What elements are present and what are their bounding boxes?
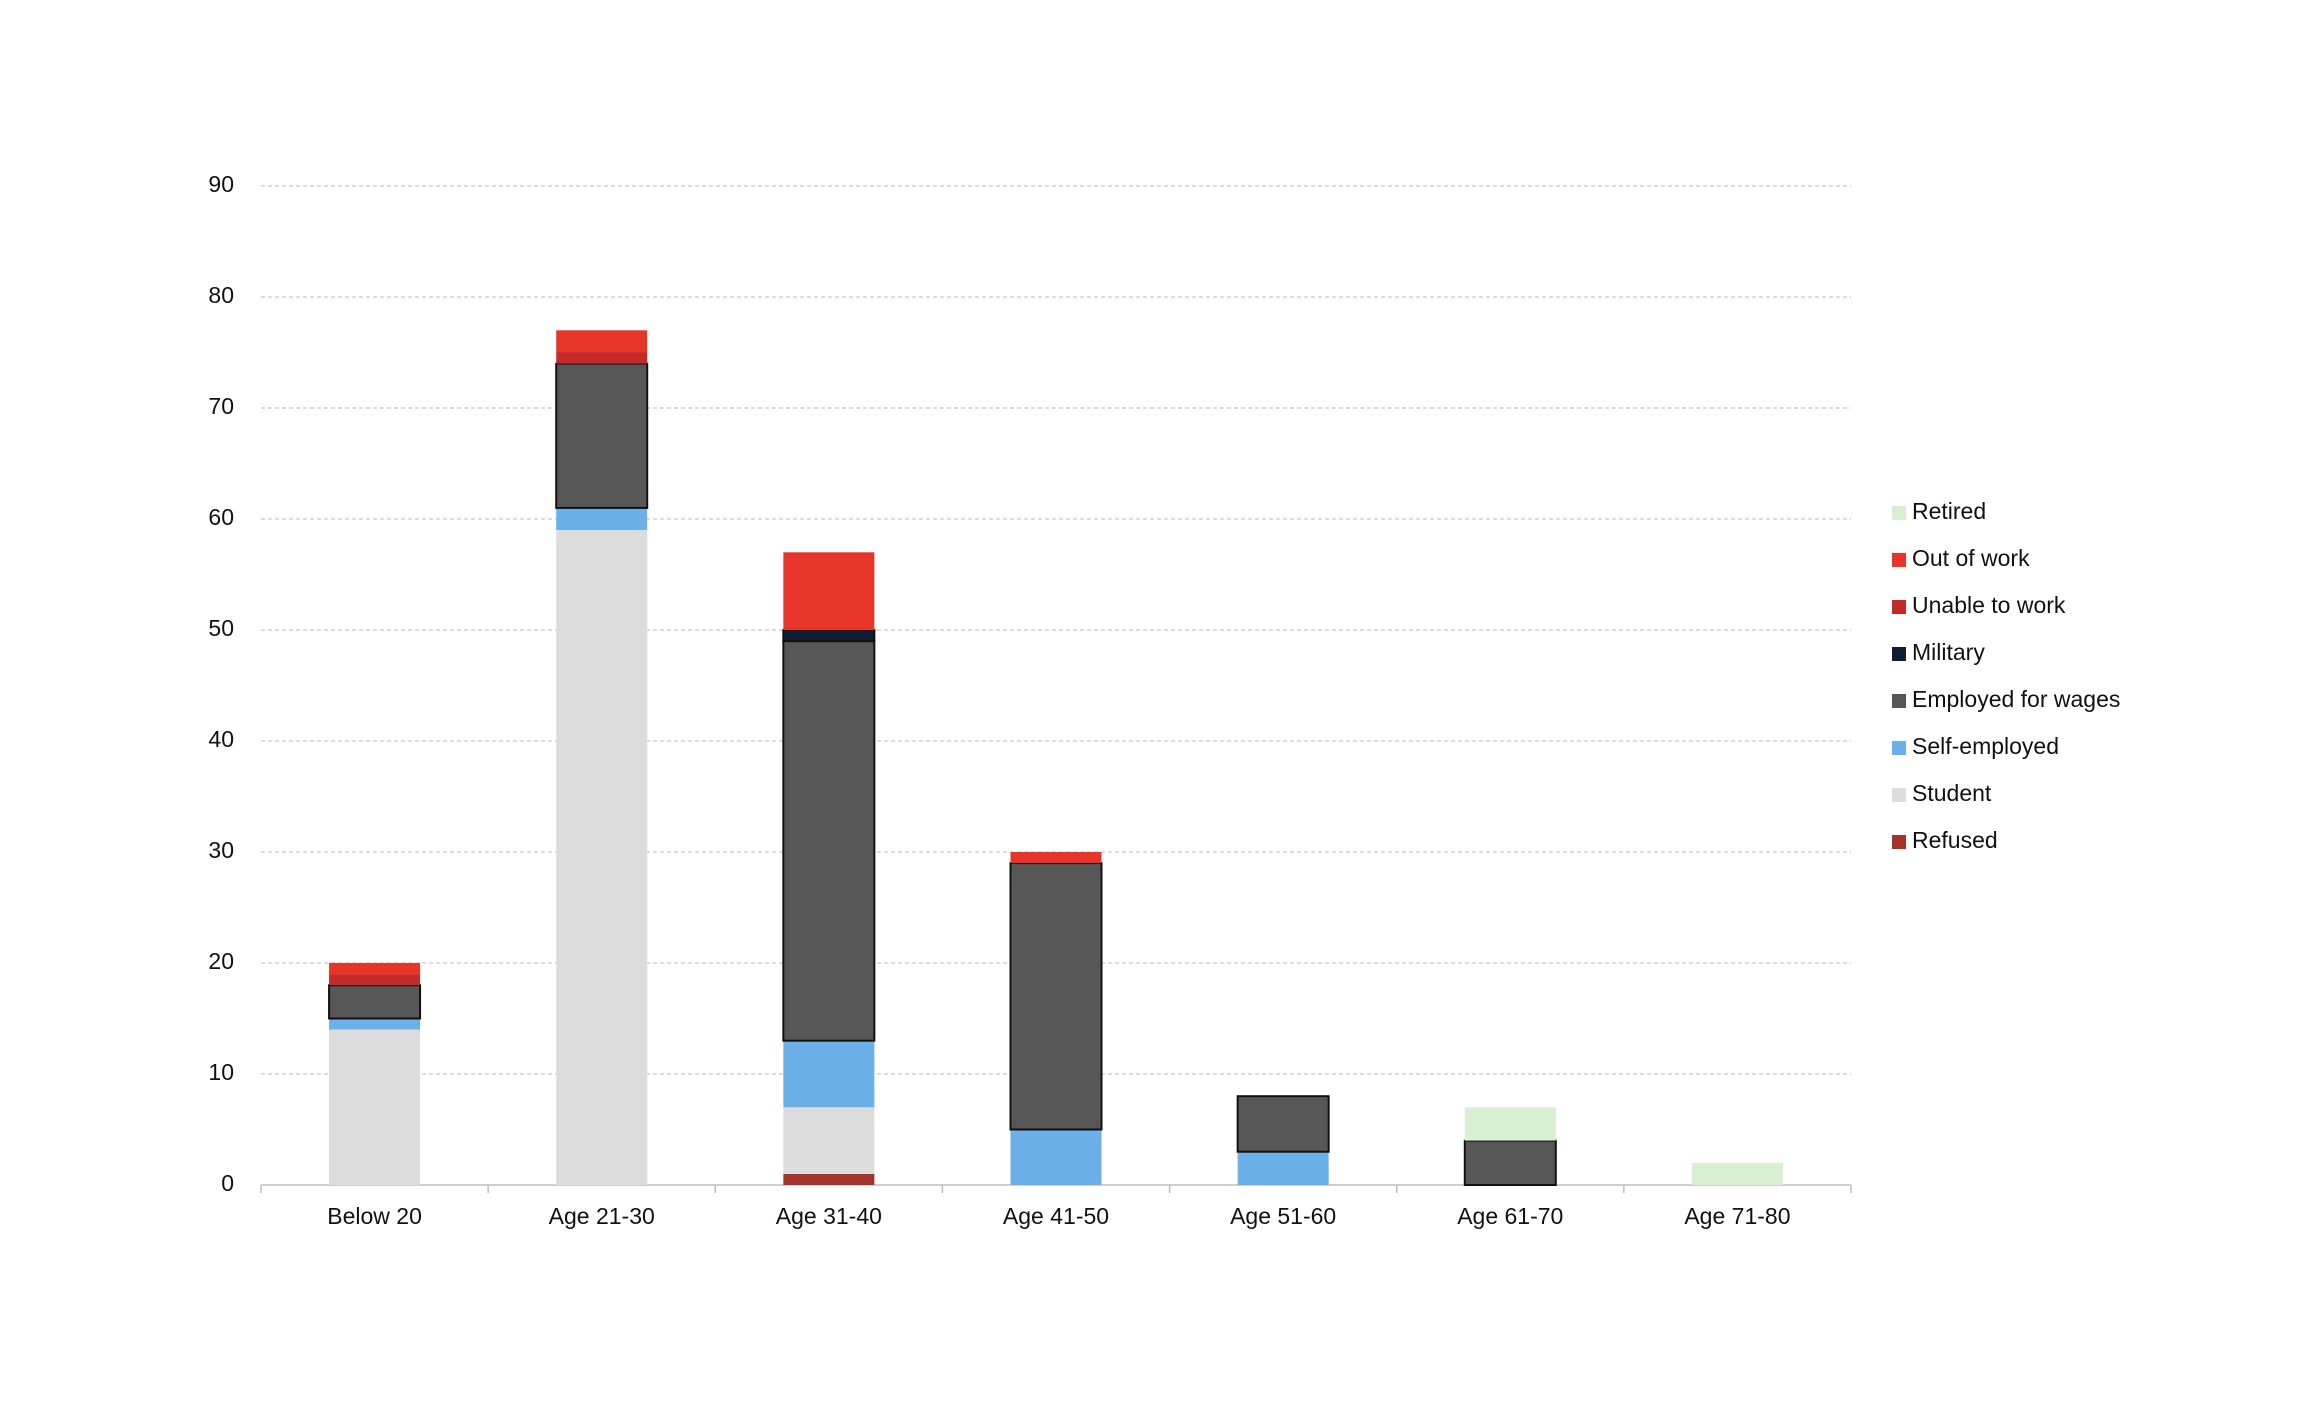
bar-segment <box>556 352 648 364</box>
y-tick-label: 0 <box>221 1170 234 1196</box>
y-tick-label: 70 <box>208 393 234 419</box>
legend-label: Self-employed <box>1912 733 2059 759</box>
bar-segment <box>1691 1162 1783 1185</box>
legend-label: Out of work <box>1912 545 2030 571</box>
legend-swatch <box>1892 647 1906 661</box>
bar-segment <box>1009 862 1103 1131</box>
y-tick-label: 10 <box>208 1059 234 1085</box>
legend-label: Retired <box>1912 498 1986 524</box>
y-tick-label: 90 <box>208 171 234 197</box>
bar-segment <box>329 1018 421 1030</box>
legend-swatch <box>1892 694 1906 708</box>
x-tick-label: Age 71-80 <box>1684 1203 1790 1229</box>
y-tick-label: 20 <box>208 948 234 974</box>
bar-segment <box>1464 1107 1556 1141</box>
legend-swatch <box>1892 600 1906 614</box>
bar-segment <box>328 984 422 1020</box>
x-tick-label: Age 51-60 <box>1230 1203 1336 1229</box>
legend-label: Student <box>1912 780 1992 806</box>
bar-segment <box>783 1107 875 1174</box>
bar-segment <box>782 629 876 643</box>
y-tick-label: 40 <box>208 726 234 752</box>
bar-segment <box>329 1029 421 1185</box>
y-tick-label: 60 <box>208 504 234 530</box>
legend-swatch <box>1892 506 1906 520</box>
legend-swatch <box>1892 835 1906 849</box>
bar-segment <box>783 1173 875 1185</box>
x-tick-label: Age 41-50 <box>1003 1203 1109 1229</box>
x-tick-label: Below 20 <box>327 1203 422 1229</box>
x-tick-label: Age 61-70 <box>1457 1203 1563 1229</box>
bar-segment <box>1237 1151 1329 1185</box>
y-tick-label: 80 <box>208 282 234 308</box>
legend-swatch <box>1892 788 1906 802</box>
bar-segment <box>783 552 875 630</box>
y-tick-label: 50 <box>208 615 234 641</box>
bar-segment <box>329 963 421 975</box>
bar-segment <box>555 362 649 509</box>
legend-label: Refused <box>1912 827 1998 853</box>
bar-segment <box>782 640 876 1042</box>
x-tick-label: Age 21-30 <box>549 1203 655 1229</box>
legend-label: Employed for wages <box>1912 686 2120 712</box>
legend-label: Military <box>1912 639 1985 665</box>
bar-segment <box>1010 1129 1102 1185</box>
bar-segment <box>783 1040 875 1108</box>
legend-label: Unable to work <box>1912 592 2066 618</box>
legend-swatch <box>1892 741 1906 755</box>
bar-segment <box>329 974 421 986</box>
bar-segment <box>556 330 648 353</box>
legend-swatch <box>1892 553 1906 567</box>
y-tick-label: 30 <box>208 837 234 863</box>
bar-segment <box>1236 1095 1330 1153</box>
x-tick-label: Age 31-40 <box>776 1203 882 1229</box>
bar-segment <box>556 530 648 1185</box>
bar-segment <box>556 507 648 531</box>
bar-segment <box>1463 1139 1557 1186</box>
bar-segment <box>1010 852 1102 864</box>
